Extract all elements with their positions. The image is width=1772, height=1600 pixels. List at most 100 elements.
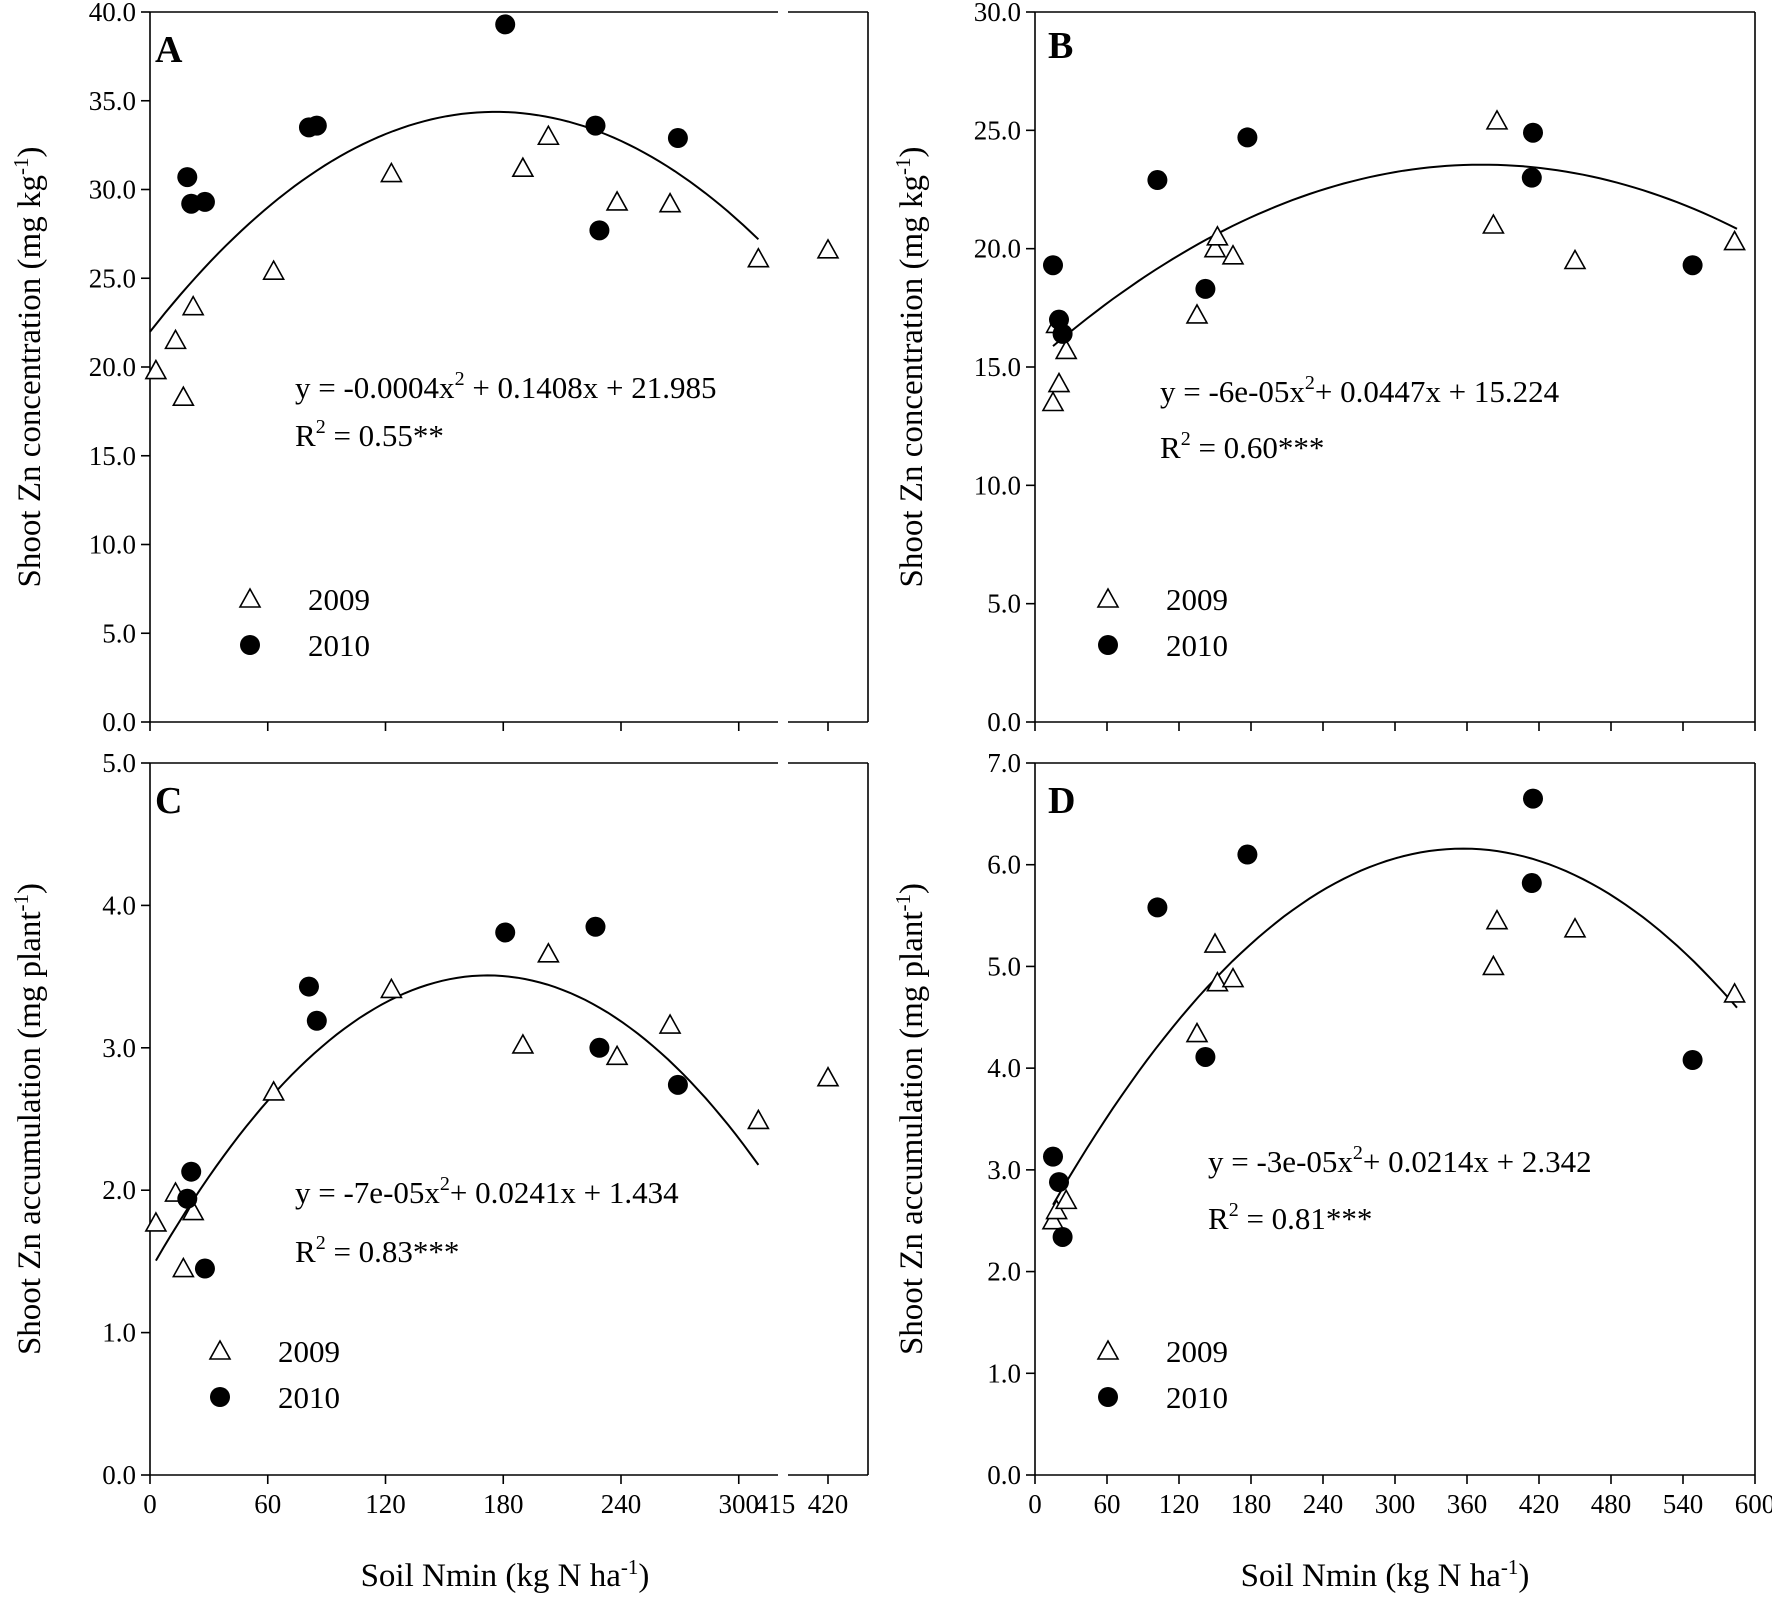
- y-tick-label: 10.0: [89, 530, 136, 560]
- y-axis-title-main: Shoot Zn concentration (mg kg: [12, 175, 48, 587]
- y-axis-title-sup: -1: [891, 158, 915, 176]
- data-point-2010: [1237, 844, 1258, 865]
- data-point-2010: [1523, 122, 1543, 143]
- data-point-2009: [511, 156, 535, 177]
- x-tick-label: 420: [1519, 1489, 1560, 1519]
- r2-prefix: R: [1208, 1201, 1229, 1236]
- x-axis-title: Soil Nmin (kg N ha-1): [1241, 1555, 1530, 1594]
- y-tick-label: 35.0: [89, 86, 136, 116]
- y-tick-label: 40.0: [89, 0, 136, 27]
- legend-label-2009: 2009: [308, 582, 370, 617]
- legend-marker-2009: [1096, 587, 1120, 608]
- fit-curve: [1052, 163, 1738, 347]
- r-squared: R2 = 0.60***: [1160, 428, 1324, 465]
- y-axis-title: Shoot Zn accumulation (mg plant-1): [9, 883, 48, 1355]
- legend-marker-2009: [208, 1339, 232, 1360]
- equation-sup: 2: [1305, 372, 1315, 394]
- y-axis-title-sup: -1: [9, 158, 33, 176]
- legend-label-2010: 2010: [1166, 628, 1228, 663]
- r2-prefix: R: [1160, 430, 1181, 465]
- equation-sup: 2: [455, 368, 465, 390]
- r2-prefix: R: [295, 1234, 316, 1269]
- fit-curve: [149, 110, 760, 333]
- data-point-2010: [1521, 167, 1542, 188]
- data-point-2009: [1485, 109, 1509, 130]
- equation-rest: + 0.0447x + 15.224: [1315, 374, 1560, 409]
- x-tick-label: 60: [1094, 1489, 1121, 1519]
- legend-label-2010: 2010: [278, 1380, 340, 1415]
- equation-part: y = -6e-05x: [1160, 374, 1305, 409]
- data-point-2010: [1682, 1050, 1703, 1071]
- y-tick-label: 7.0: [987, 748, 1021, 778]
- data-point-2009: [816, 1066, 840, 1087]
- y-tick-label: 15.0: [89, 441, 136, 471]
- data-point-2009: [380, 977, 403, 999]
- r2-value: = 0.55**: [326, 418, 444, 453]
- data-point-2010: [298, 976, 319, 997]
- y-tick-label: 20.0: [974, 234, 1021, 264]
- data-point-2010: [194, 191, 215, 212]
- y-tick-label: 0.0: [102, 1460, 136, 1490]
- data-point-2009: [1563, 917, 1587, 938]
- data-point-2010: [585, 115, 606, 136]
- legend: 2009 2010: [208, 1334, 340, 1415]
- x-axis-title-main: Soil Nmin (kg N ha: [1241, 1558, 1502, 1594]
- data-point-2009: [1054, 338, 1078, 360]
- data-point-2010: [306, 115, 327, 136]
- legend: 2009 2010: [1096, 582, 1228, 663]
- r2-value: = 0.81***: [1239, 1201, 1373, 1236]
- data-point-2009: [1203, 237, 1227, 258]
- data-point-2010: [495, 922, 516, 943]
- data-point-2009: [1206, 971, 1229, 992]
- data-point-2010: [589, 1037, 610, 1058]
- panel-letter: D: [1048, 780, 1075, 822]
- y-tick-label: 6.0: [987, 850, 1021, 880]
- regression-equation: y = -6e-05x2+ 0.0447x + 15.224: [1160, 372, 1560, 409]
- y-tick-label: 1.0: [987, 1358, 1021, 1388]
- data-point-2009: [537, 942, 560, 963]
- data-point-2009: [747, 1108, 770, 1130]
- data-point-2009: [1041, 390, 1065, 412]
- x-tick-label: 240: [601, 1489, 642, 1519]
- legend-marker-2010: [1098, 635, 1118, 655]
- y-tick-label: 0.0: [987, 1460, 1021, 1490]
- x-tick-label: 300: [719, 1489, 760, 1519]
- x-axis-title-sup: -1: [621, 1555, 639, 1579]
- data-point-2010: [1049, 1172, 1069, 1193]
- x-tick-label: 600: [1735, 1489, 1772, 1519]
- x-tick-label: 180: [1231, 1489, 1272, 1519]
- data-point-2010: [585, 916, 606, 937]
- data-point-2010: [589, 220, 610, 241]
- x-tick-label: 180: [483, 1489, 524, 1519]
- y-tick-label: 25.0: [974, 115, 1021, 145]
- regression-equation: y = -0.0004x2 + 0.1408x + 21.985: [295, 368, 717, 405]
- equation-rest: + 0.0241x + 1.434: [450, 1175, 679, 1210]
- data-point-2010: [1521, 873, 1542, 894]
- y-axis-title-close: ): [12, 883, 48, 894]
- y-tick-label: 30.0: [974, 0, 1021, 27]
- x-tick-label: 120: [1159, 1489, 1200, 1519]
- data-point-2009: [144, 1211, 168, 1232]
- x-tick-label: 0: [143, 1489, 157, 1519]
- data-point-2010: [177, 167, 198, 188]
- x-tick-label: 300: [1375, 1489, 1416, 1519]
- x-tick-label: 420: [808, 1489, 849, 1519]
- equation-rest: + 0.0214x + 2.342: [1363, 1144, 1592, 1179]
- panel-letter: A: [155, 29, 183, 71]
- data-point-2009: [1221, 966, 1245, 988]
- y-tick-label: 30.0: [89, 175, 136, 205]
- x-axis-title-main: Soil Nmin (kg N ha: [361, 1558, 622, 1594]
- data-point-2009: [181, 1199, 205, 1221]
- regression-equation: y = -3e-05x2+ 0.0214x + 2.342: [1208, 1142, 1592, 1179]
- legend-marker-2009: [1096, 1339, 1120, 1360]
- legend-marker-2010: [1098, 1387, 1118, 1407]
- r2-value: = 0.83***: [326, 1234, 460, 1269]
- y-axis-title-sup: -1: [891, 894, 915, 912]
- data-point-2009: [816, 238, 840, 259]
- data-point-2009: [1045, 1198, 1068, 1220]
- y-tick-label: 2.0: [102, 1175, 136, 1205]
- equation-part: y = -3e-05x: [1208, 1144, 1353, 1179]
- data-point-2009: [144, 358, 168, 380]
- y-tick-label: 0.0: [987, 707, 1021, 737]
- panel-letter: B: [1048, 25, 1073, 67]
